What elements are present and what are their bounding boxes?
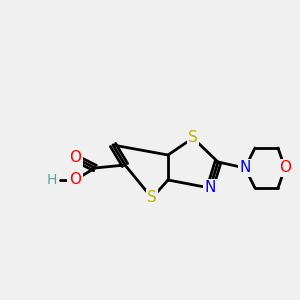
Text: O: O xyxy=(279,160,291,175)
Text: H: H xyxy=(46,173,57,187)
Text: N: N xyxy=(204,181,216,196)
Text: O: O xyxy=(69,172,81,188)
Text: O: O xyxy=(69,151,81,166)
Text: N: N xyxy=(239,160,251,175)
Text: S: S xyxy=(147,190,157,206)
Text: S: S xyxy=(188,130,198,146)
